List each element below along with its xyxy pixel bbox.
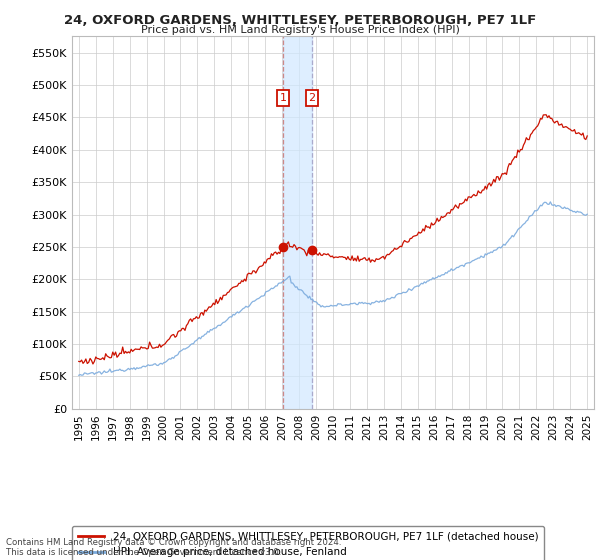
Text: 24, OXFORD GARDENS, WHITTLESEY, PETERBOROUGH, PE7 1LF: 24, OXFORD GARDENS, WHITTLESEY, PETERBOR…	[64, 14, 536, 27]
Text: 1: 1	[280, 93, 286, 103]
Text: Contains HM Land Registry data © Crown copyright and database right 2024.
This d: Contains HM Land Registry data © Crown c…	[6, 538, 341, 557]
Text: 2: 2	[308, 93, 316, 103]
Text: Price paid vs. HM Land Registry's House Price Index (HPI): Price paid vs. HM Land Registry's House …	[140, 25, 460, 35]
Legend: 24, OXFORD GARDENS, WHITTLESEY, PETERBOROUGH, PE7 1LF (detached house), HPI: Ave: 24, OXFORD GARDENS, WHITTLESEY, PETERBOR…	[72, 526, 544, 560]
Bar	[283, 36, 312, 409]
